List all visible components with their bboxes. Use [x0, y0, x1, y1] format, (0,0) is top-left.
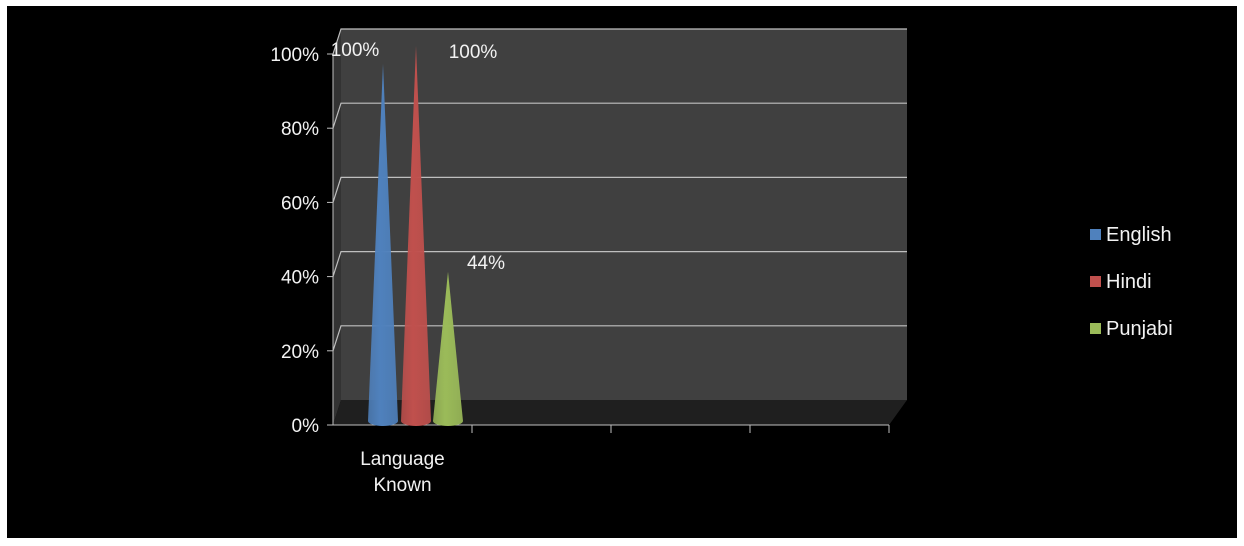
chart-area: 0% 20% 40% 60% 80% 100% Language Known 100% 100%…: [7, 6, 1237, 538]
data-label-hindi: 100%: [449, 42, 498, 63]
cone-chart: 0% 20% 40% 60% 80% 100% Language Known 100% 100%…: [270, 28, 907, 496]
legend-swatch: [1090, 229, 1101, 240]
y-tick-label: 80%: [281, 119, 319, 140]
legend-label: Hindi: [1106, 270, 1152, 293]
legend-item-english: English: [1090, 211, 1240, 258]
data-label-english: 100%: [331, 40, 380, 61]
gridline: [332, 28, 907, 55]
legend-item-hindi: Hindi: [1090, 258, 1240, 305]
legend: English Hindi Punjabi: [1090, 211, 1240, 352]
floor: [333, 400, 907, 425]
y-tick-label: 20%: [281, 342, 319, 363]
side-wall: [333, 29, 341, 425]
legend-swatch: [1090, 323, 1101, 334]
x-category-label: Language Known: [360, 449, 445, 496]
legend-label: English: [1106, 223, 1172, 246]
legend-swatch: [1090, 276, 1101, 287]
cone-hindi: [401, 46, 431, 426]
y-tick-label: 100%: [270, 45, 319, 66]
legend-item-punjabi: Punjabi: [1090, 305, 1240, 352]
gridline: [332, 176, 907, 203]
gridline: [332, 325, 907, 351]
y-tick-label: 0%: [292, 416, 320, 437]
y-tick-label: 60%: [281, 193, 319, 214]
gridline: [332, 251, 907, 277]
y-tick-label: 40%: [281, 268, 319, 289]
legend-label: Punjabi: [1106, 317, 1173, 340]
data-label-punjabi: 44%: [467, 253, 505, 274]
cone-english: [368, 64, 398, 426]
back-wall: [341, 29, 907, 400]
cone-punjabi: [433, 271, 463, 426]
gridline: [332, 102, 907, 129]
